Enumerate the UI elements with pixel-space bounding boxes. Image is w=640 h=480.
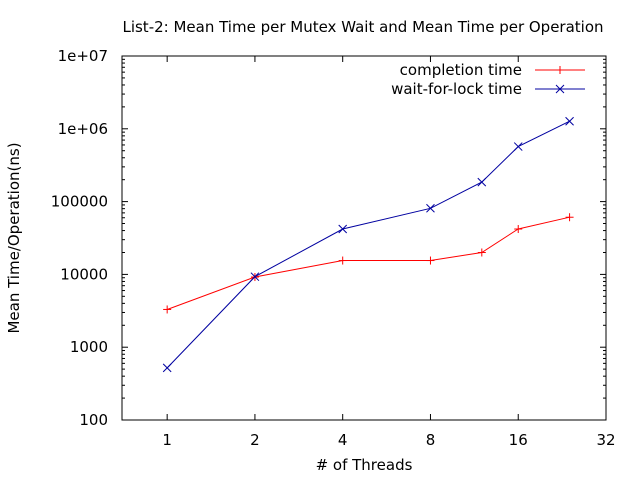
series-1-point <box>565 116 574 126</box>
series-line-1 <box>166 120 570 369</box>
legend-label: wait-for-lock time <box>391 80 522 98</box>
series-0-point <box>338 256 347 265</box>
series-1-point <box>477 177 487 187</box>
series-0-point <box>163 305 172 314</box>
y-tick-label: 100000 <box>51 193 108 211</box>
series-0-point <box>565 213 574 222</box>
series-1-point <box>513 142 523 151</box>
legend-label: completion time <box>400 61 522 79</box>
series-1-point <box>338 224 348 234</box>
y-tick-label: 1000 <box>70 338 108 356</box>
series-1-point <box>250 272 260 282</box>
x-tick-label: 8 <box>426 431 436 449</box>
legend-marker <box>556 66 564 74</box>
y-axis: 100 1000 10000 100000 1e+06 1e+07 <box>51 47 606 429</box>
x-tick-label: 1 <box>162 431 172 449</box>
x-tick-label: 32 <box>596 431 615 449</box>
plot-frame <box>121 55 607 421</box>
series-0-point <box>426 256 435 265</box>
y-axis-label: Mean Time/Operation(ns) <box>5 142 23 333</box>
x-tick-label: 4 <box>338 431 348 449</box>
series-1-point <box>162 363 172 373</box>
y-tick-label: 100 <box>79 411 108 429</box>
x-tick-label: 2 <box>250 431 260 449</box>
series-0-point <box>477 248 486 257</box>
series-layer <box>162 116 574 373</box>
series-line-0 <box>167 216 570 310</box>
y-tick-label: 1e+06 <box>58 120 108 138</box>
x-tick-label: 16 <box>509 431 528 449</box>
x-axis-label: # of Threads <box>316 456 413 474</box>
series-1-point <box>426 203 435 213</box>
chart-title: List-2: Mean Time per Mutex Wait and Mea… <box>122 18 603 36</box>
y-tick-label: 10000 <box>60 265 108 283</box>
x-axis: 1 2 4 8 16 32 <box>162 56 616 449</box>
series-0-point <box>514 225 523 234</box>
legend-marker <box>555 84 565 94</box>
y-tick-label: 1e+07 <box>58 47 108 65</box>
